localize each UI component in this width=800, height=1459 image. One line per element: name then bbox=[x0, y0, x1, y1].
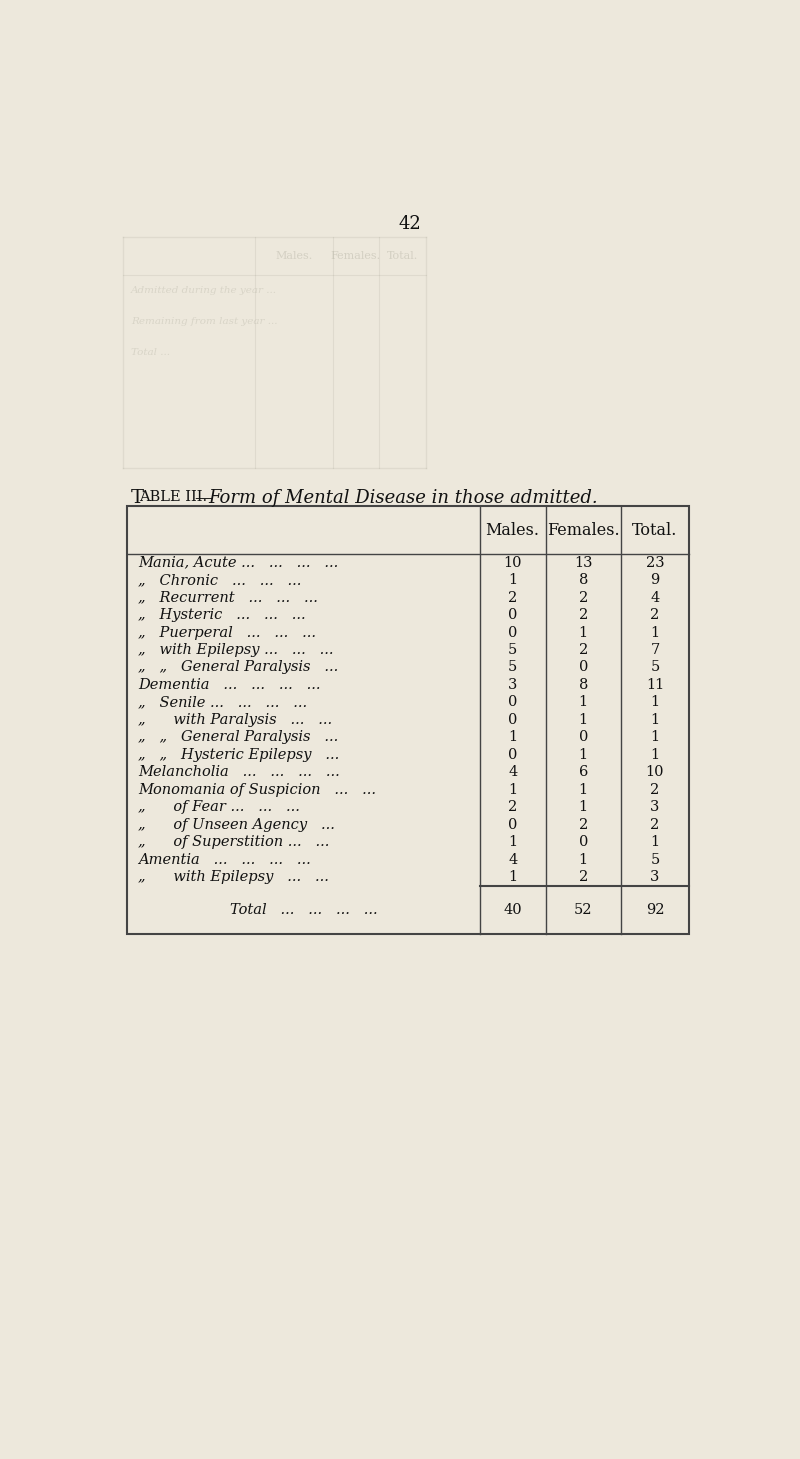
Text: 0: 0 bbox=[508, 626, 518, 639]
Text: Males.: Males. bbox=[275, 251, 312, 261]
Text: „      of Unseen Agency   ...: „ of Unseen Agency ... bbox=[138, 817, 335, 832]
Text: 1: 1 bbox=[650, 696, 659, 709]
Text: Mania, Acute ...   ...   ...   ...: Mania, Acute ... ... ... ... bbox=[138, 556, 338, 569]
Text: 0: 0 bbox=[508, 608, 518, 622]
Text: Total ...: Total ... bbox=[131, 347, 170, 356]
Text: „   Hysteric   ...   ...   ...: „ Hysteric ... ... ... bbox=[138, 608, 306, 622]
Text: 5: 5 bbox=[508, 643, 518, 657]
Text: 0: 0 bbox=[578, 661, 588, 674]
Text: „      with Epilepsy   ...   ...: „ with Epilepsy ... ... bbox=[138, 870, 329, 884]
Text: 1: 1 bbox=[508, 573, 518, 587]
Text: 1: 1 bbox=[508, 731, 518, 744]
Text: 3: 3 bbox=[508, 678, 518, 692]
Text: 7: 7 bbox=[650, 643, 659, 657]
Text: „   Puerperal   ...   ...   ...: „ Puerperal ... ... ... bbox=[138, 626, 316, 639]
Bar bbox=[127, 506, 689, 934]
Text: 52: 52 bbox=[574, 903, 593, 916]
Text: 5: 5 bbox=[650, 852, 659, 867]
Text: 2: 2 bbox=[578, 870, 588, 884]
Text: 2: 2 bbox=[650, 608, 659, 622]
Text: 2: 2 bbox=[578, 608, 588, 622]
Text: 2: 2 bbox=[650, 817, 659, 832]
Text: 13: 13 bbox=[574, 556, 593, 569]
Text: 8: 8 bbox=[578, 573, 588, 587]
Text: Melancholia   ...   ...   ...   ...: Melancholia ... ... ... ... bbox=[138, 766, 340, 779]
Text: 5: 5 bbox=[508, 661, 518, 674]
Text: 0: 0 bbox=[508, 748, 518, 762]
Text: „   with Epilepsy ...   ...   ...: „ with Epilepsy ... ... ... bbox=[138, 643, 334, 657]
Text: 1: 1 bbox=[578, 748, 588, 762]
Text: „   Senile ...   ...   ...   ...: „ Senile ... ... ... ... bbox=[138, 696, 307, 709]
Text: Remaining from last year ...: Remaining from last year ... bbox=[131, 317, 278, 325]
Text: 0: 0 bbox=[508, 817, 518, 832]
Text: 11: 11 bbox=[646, 678, 664, 692]
Text: „      with Paralysis   ...   ...: „ with Paralysis ... ... bbox=[138, 713, 332, 727]
Text: 1: 1 bbox=[578, 626, 588, 639]
Text: „   „   General Paralysis   ...: „ „ General Paralysis ... bbox=[138, 731, 338, 744]
Text: 10: 10 bbox=[646, 766, 664, 779]
Text: 2: 2 bbox=[578, 817, 588, 832]
Text: 8: 8 bbox=[578, 678, 588, 692]
Text: 40: 40 bbox=[503, 903, 522, 916]
Text: 1: 1 bbox=[650, 731, 659, 744]
Text: 23: 23 bbox=[646, 556, 664, 569]
Text: „   Chronic   ...   ...   ...: „ Chronic ... ... ... bbox=[138, 573, 302, 587]
Text: 0: 0 bbox=[508, 696, 518, 709]
Text: Females.: Females. bbox=[547, 521, 619, 538]
Text: 3: 3 bbox=[650, 800, 659, 814]
Text: T: T bbox=[131, 489, 144, 508]
Text: Males.: Males. bbox=[486, 521, 540, 538]
Text: Dementia   ...   ...   ...   ...: Dementia ... ... ... ... bbox=[138, 678, 321, 692]
Text: Total.: Total. bbox=[632, 521, 678, 538]
Text: 1: 1 bbox=[650, 835, 659, 849]
Text: ABLE III.: ABLE III. bbox=[139, 490, 208, 505]
Text: 1: 1 bbox=[578, 782, 588, 797]
Text: 42: 42 bbox=[398, 214, 422, 233]
Text: „   „   Hysteric Epilepsy   ...: „ „ Hysteric Epilepsy ... bbox=[138, 748, 339, 762]
Text: 5: 5 bbox=[650, 661, 659, 674]
Text: 4: 4 bbox=[508, 766, 518, 779]
Text: Admitted during the year ...: Admitted during the year ... bbox=[131, 286, 277, 295]
Text: Monomania of Suspicion   ...   ...: Monomania of Suspicion ... ... bbox=[138, 782, 376, 797]
Text: „   „   General Paralysis   ...: „ „ General Paralysis ... bbox=[138, 661, 338, 674]
Text: 2: 2 bbox=[650, 782, 659, 797]
Text: 10: 10 bbox=[503, 556, 522, 569]
Text: 1: 1 bbox=[650, 626, 659, 639]
Text: Total.: Total. bbox=[386, 251, 418, 261]
Text: 1: 1 bbox=[578, 852, 588, 867]
Text: 2: 2 bbox=[508, 591, 518, 604]
Text: 1: 1 bbox=[650, 713, 659, 727]
Text: „      of Fear ...   ...   ...: „ of Fear ... ... ... bbox=[138, 800, 300, 814]
Text: 1: 1 bbox=[508, 782, 518, 797]
Text: 3: 3 bbox=[650, 870, 659, 884]
Text: Form of Mental Disease in those admitted.: Form of Mental Disease in those admitted… bbox=[209, 489, 598, 508]
Text: —: — bbox=[194, 489, 213, 508]
Text: 1: 1 bbox=[578, 800, 588, 814]
Text: 6: 6 bbox=[578, 766, 588, 779]
Text: 1: 1 bbox=[508, 870, 518, 884]
Text: 1: 1 bbox=[578, 713, 588, 727]
Text: 4: 4 bbox=[650, 591, 659, 604]
Text: Females.: Females. bbox=[330, 251, 381, 261]
Text: „      of Superstition ...   ...: „ of Superstition ... ... bbox=[138, 835, 330, 849]
Text: 2: 2 bbox=[508, 800, 518, 814]
Text: 1: 1 bbox=[508, 835, 518, 849]
Text: 0: 0 bbox=[578, 731, 588, 744]
Text: 9: 9 bbox=[650, 573, 659, 587]
Text: Amentia   ...   ...   ...   ...: Amentia ... ... ... ... bbox=[138, 852, 310, 867]
Text: 0: 0 bbox=[508, 713, 518, 727]
Text: 0: 0 bbox=[578, 835, 588, 849]
Text: Total   ...   ...   ...   ...: Total ... ... ... ... bbox=[230, 903, 378, 916]
Text: 2: 2 bbox=[578, 591, 588, 604]
Text: 1: 1 bbox=[650, 748, 659, 762]
Text: 4: 4 bbox=[508, 852, 518, 867]
Text: „   Recurrent   ...   ...   ...: „ Recurrent ... ... ... bbox=[138, 591, 318, 604]
Text: 92: 92 bbox=[646, 903, 664, 916]
Text: 2: 2 bbox=[578, 643, 588, 657]
Text: 1: 1 bbox=[578, 696, 588, 709]
